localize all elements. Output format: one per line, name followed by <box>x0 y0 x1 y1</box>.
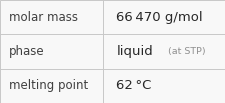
Text: phase: phase <box>9 45 45 58</box>
Text: 62 °C: 62 °C <box>116 79 151 92</box>
Text: (at STP): (at STP) <box>168 47 205 56</box>
Text: molar mass: molar mass <box>9 11 78 24</box>
Text: liquid: liquid <box>116 45 153 58</box>
Text: 66 470 g/mol: 66 470 g/mol <box>116 11 202 24</box>
Text: melting point: melting point <box>9 79 88 92</box>
